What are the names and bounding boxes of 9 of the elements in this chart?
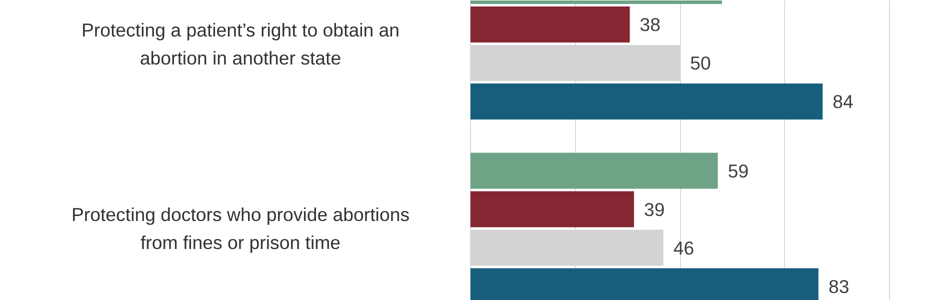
- data-label: 83: [828, 276, 850, 297]
- data-label: 50: [690, 52, 711, 74]
- data-label: 46: [673, 237, 694, 258]
- data-label: 84: [832, 91, 854, 112]
- data-label: 59: [728, 160, 749, 182]
- data-label: 39: [644, 198, 665, 220]
- y-tick-label: Protecting doctors who provide abortions from fines or prison time: [71, 204, 410, 254]
- data-label: 38: [640, 14, 661, 35]
- y-tick-label: Protecting a patient’s right to obtain an abortion in another state: [81, 19, 400, 68]
